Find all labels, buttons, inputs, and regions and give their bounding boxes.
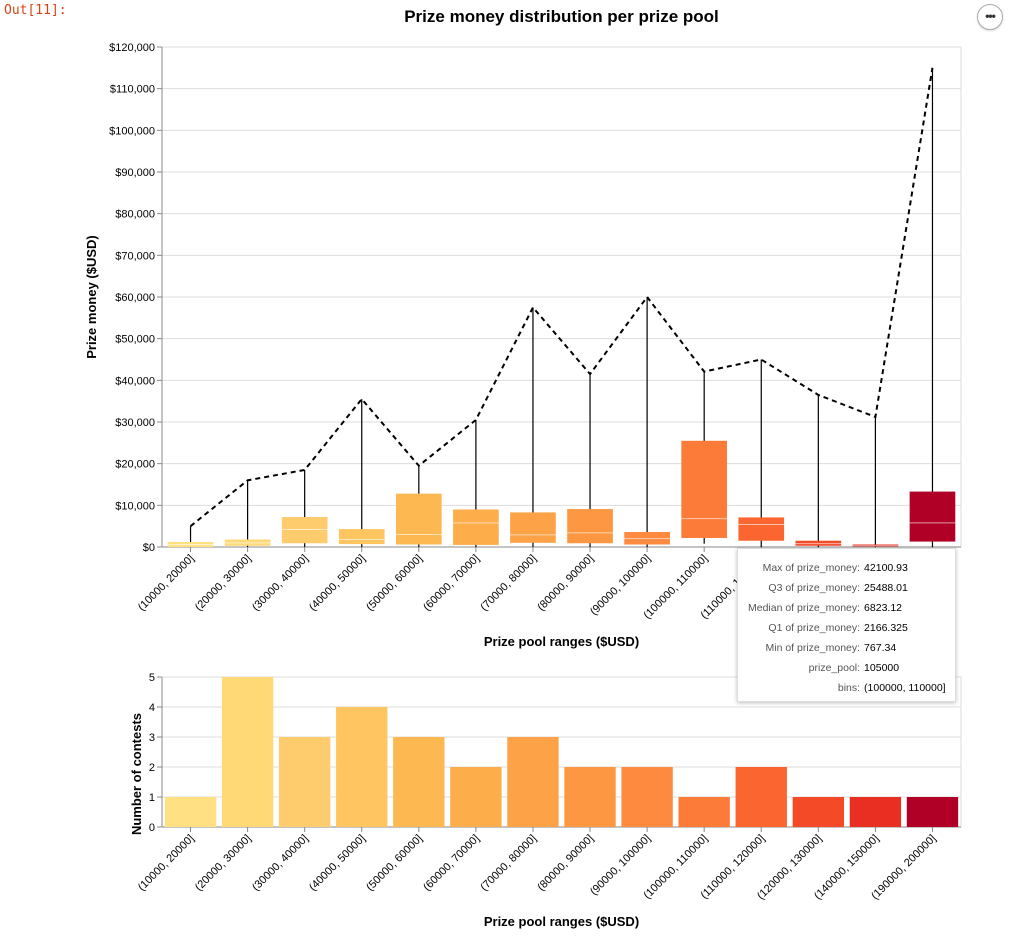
- tooltip-value: 6823.12: [864, 602, 903, 614]
- y-tick-label: $80,000: [115, 209, 155, 221]
- box[interactable]: [909, 491, 956, 542]
- x-tick-label: (30000, 40000]: [250, 833, 311, 894]
- box[interactable]: [567, 509, 613, 544]
- tooltip-value: 42100.93: [864, 562, 908, 574]
- bar[interactable]: [221, 677, 274, 827]
- tooltip-value: 2166.325: [864, 622, 908, 634]
- tooltip-row: Max of prize_money: 42100.93: [746, 558, 947, 578]
- x-tick-label: (50000, 60000]: [364, 553, 425, 614]
- y-tick-label: $10,000: [115, 500, 155, 512]
- x-tick-label: (60000, 70000]: [421, 553, 482, 614]
- tooltip-value: 105000: [864, 662, 900, 674]
- y-tick-label: 2: [149, 762, 155, 774]
- y-tick-label: 0: [149, 822, 155, 834]
- tooltip-row: Min of prize_money: 767.34: [746, 638, 947, 658]
- bar[interactable]: [507, 737, 559, 827]
- bar[interactable]: [906, 797, 959, 827]
- bar[interactable]: [735, 767, 787, 827]
- box[interactable]: [681, 440, 728, 538]
- tooltip-row: Q1 of prize_money: 2166.325: [746, 618, 947, 638]
- bar[interactable]: [336, 707, 388, 827]
- y-tick-label: 5: [149, 672, 155, 684]
- bar[interactable]: [849, 797, 902, 827]
- x-tick-label: (10000, 20000]: [136, 833, 197, 894]
- tooltip-key: Q1 of prize_money:: [768, 622, 861, 634]
- tooltip-row: bins: (100000, 110000]: [746, 678, 947, 698]
- y-tick-label: $20,000: [115, 459, 155, 471]
- box[interactable]: [738, 517, 785, 541]
- x-tick-label: (40000, 50000]: [307, 833, 368, 894]
- y-tick-label: 1: [149, 792, 155, 804]
- x-tick-label: (30000, 40000]: [250, 553, 311, 614]
- bar[interactable]: [164, 797, 217, 827]
- tooltip-value: 25488.01: [864, 582, 908, 594]
- x-axis-title: Prize pool ranges ($USD): [484, 634, 639, 649]
- y-axis-title: Number of contests: [129, 713, 144, 835]
- tooltip-key: Q3 of prize_money:: [768, 582, 861, 594]
- chart-tooltip: Max of prize_money: 42100.93 Q3 of prize_m…: [737, 548, 956, 702]
- x-tick-label: (90000, 100000]: [588, 553, 653, 618]
- tooltip-value: 767.34: [864, 642, 897, 654]
- y-tick-label: $40,000: [115, 375, 155, 387]
- tooltip-key: prize_pool:: [808, 662, 861, 674]
- y-tick-label: $70,000: [115, 250, 155, 262]
- chart-menu-button[interactable]: •••: [977, 4, 1003, 30]
- x-tick-label: (10000, 20000]: [136, 553, 197, 614]
- bar[interactable]: [621, 767, 673, 827]
- tooltip-row: Median of prize_money: 6823.12: [746, 598, 947, 618]
- bar[interactable]: [393, 737, 445, 827]
- y-tick-label: $30,000: [115, 417, 155, 429]
- x-axis-title: Prize pool ranges ($USD): [484, 914, 639, 929]
- x-tick-label: (20000, 30000]: [193, 553, 254, 614]
- box[interactable]: [281, 517, 328, 544]
- bar[interactable]: [792, 797, 845, 827]
- y-tick-label: $90,000: [115, 167, 155, 179]
- tooltip-row: prize_pool: 105000: [746, 658, 947, 678]
- y-tick-label: $120,000: [109, 42, 155, 54]
- chart-title: Prize money distribution per prize pool: [404, 7, 719, 26]
- x-tick-label: (90000, 100000]: [588, 833, 653, 898]
- y-tick-label: $50,000: [115, 334, 155, 346]
- box[interactable]: [395, 493, 442, 545]
- tooltip-key: Median of prize_money:: [747, 602, 861, 614]
- box[interactable]: [453, 509, 499, 545]
- x-tick-label: (80000, 90000]: [535, 553, 596, 614]
- bar[interactable]: [564, 767, 616, 827]
- box[interactable]: [338, 529, 385, 545]
- x-tick-label: (40000, 50000]: [307, 553, 368, 614]
- y-tick-label: 4: [149, 702, 155, 714]
- x-tick-label: (70000, 80000]: [478, 553, 539, 614]
- tooltip-key: Max of prize_money:: [762, 562, 861, 574]
- x-tick-label: (70000, 80000]: [478, 833, 539, 894]
- y-tick-label: $0: [143, 542, 155, 554]
- output-prompt: Out[11]:: [4, 3, 67, 18]
- y-axis-title: Prize money ($USD): [84, 235, 99, 359]
- bar[interactable]: [278, 737, 331, 827]
- bar[interactable]: [678, 797, 730, 827]
- tooltip-row: Q3 of prize_money: 25488.01: [746, 578, 947, 598]
- tooltip-value: (100000, 110000]: [864, 682, 946, 694]
- y-tick-label: $60,000: [115, 292, 155, 304]
- tooltip-key: bins:: [837, 682, 861, 694]
- y-tick-label: $100,000: [109, 125, 155, 137]
- x-tick-label: (50000, 60000]: [364, 833, 425, 894]
- y-tick-label: 3: [149, 732, 155, 744]
- x-tick-label: (20000, 30000]: [193, 833, 254, 894]
- x-tick-label: (60000, 70000]: [421, 833, 482, 894]
- tooltip-key: Min of prize_money:: [765, 642, 861, 654]
- max-line: [189, 67, 934, 527]
- tooltip-table: Max of prize_money: 42100.93 Q3 of prize_m…: [746, 558, 947, 698]
- ellipsis-icon: •••: [985, 8, 996, 23]
- bar[interactable]: [450, 767, 502, 827]
- y-tick-label: $110,000: [110, 84, 155, 96]
- x-tick-label: (80000, 90000]: [535, 833, 596, 894]
- box[interactable]: [510, 512, 556, 543]
- bar-chart: 0 1 2 3 4 5 (10000, 20000](20000, 30000](30000…: [129, 672, 962, 929]
